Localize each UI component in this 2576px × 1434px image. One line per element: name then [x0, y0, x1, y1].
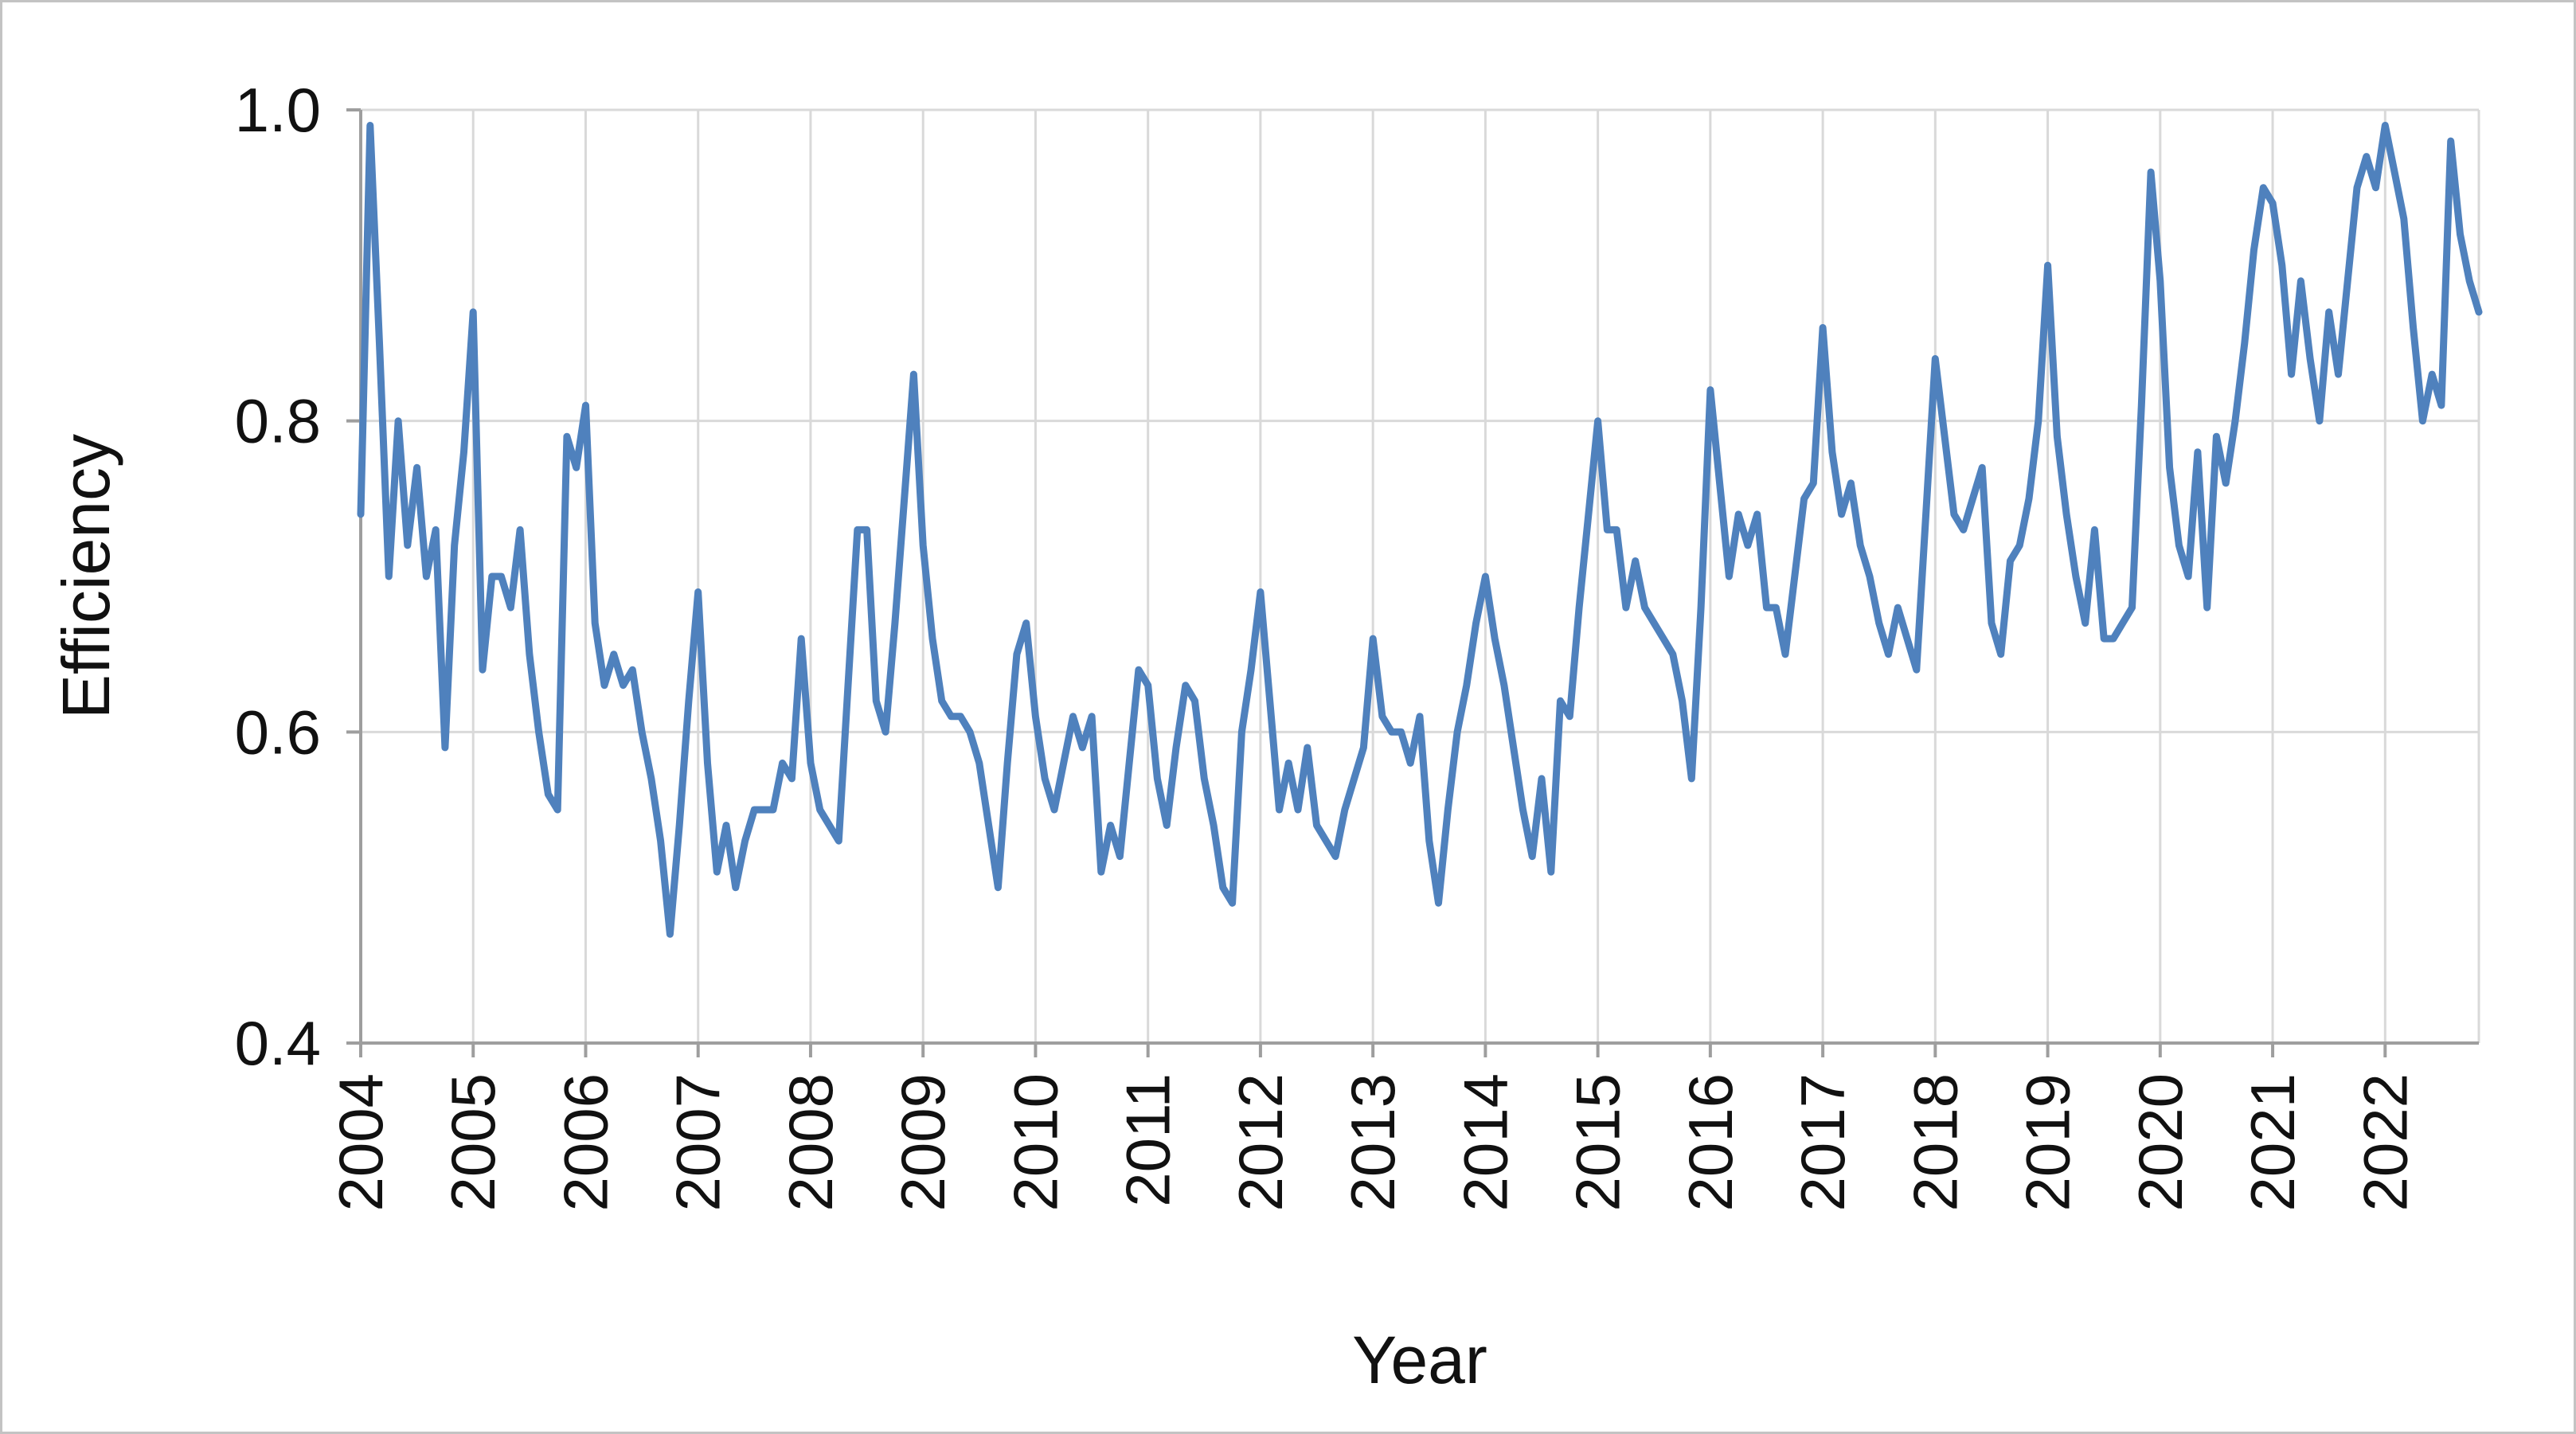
axis-tick-marks [346, 108, 2387, 1057]
x-tick-label-2015: 2015 [1563, 1073, 1633, 1212]
y-tick-label-1.0: 1.0 [235, 75, 321, 145]
x-tick-label-2021: 2021 [2238, 1073, 2308, 1212]
axes [359, 110, 2479, 1045]
x-tick-label-2014: 2014 [1450, 1073, 1520, 1212]
x-tick-label-2004: 2004 [326, 1073, 396, 1212]
y-tick-labels: 0.4 0.6 0.8 1.0 [235, 75, 321, 1078]
y-tick-label-0.8: 0.8 [235, 386, 321, 456]
x-tick-label-2010: 2010 [1000, 1073, 1070, 1212]
gridlines [361, 108, 2480, 1043]
x-tick-label-2011: 2011 [1113, 1073, 1183, 1207]
x-tick-label-2009: 2009 [888, 1073, 958, 1212]
x-tick-label-2005: 2005 [438, 1073, 508, 1212]
x-tick-label-2022: 2022 [2350, 1073, 2420, 1212]
series [357, 122, 2483, 938]
x-tick-label-2020: 2020 [2125, 1073, 2195, 1212]
x-tick-labels: 2004 2005 2006 2007 2008 2009 2010 2011 2012 2013… [326, 1073, 2420, 1212]
y-axis-title: Efficiency [49, 434, 123, 719]
x-tick-label-2007: 2007 [663, 1073, 733, 1212]
x-tick-label-2019: 2019 [2013, 1073, 2083, 1212]
x-tick-label-2006: 2006 [550, 1073, 620, 1212]
y-tick-label-0.4: 0.4 [235, 1008, 321, 1078]
x-tick-label-2017: 2017 [1788, 1073, 1858, 1212]
x-tick-label-2008: 2008 [776, 1073, 846, 1212]
x-tick-label-2012: 2012 [1225, 1073, 1296, 1212]
y-tick-label-0.6: 0.6 [235, 697, 321, 767]
x-tick-label-2016: 2016 [1675, 1073, 1745, 1212]
x-tick-label-2013: 2013 [1338, 1073, 1408, 1212]
x-tick-label-2018: 2018 [1900, 1073, 1970, 1212]
efficiency-series-line [357, 122, 2483, 938]
axis-titles: Efficiency Year [49, 434, 1487, 1397]
x-axis-title: Year [1352, 1323, 1487, 1397]
